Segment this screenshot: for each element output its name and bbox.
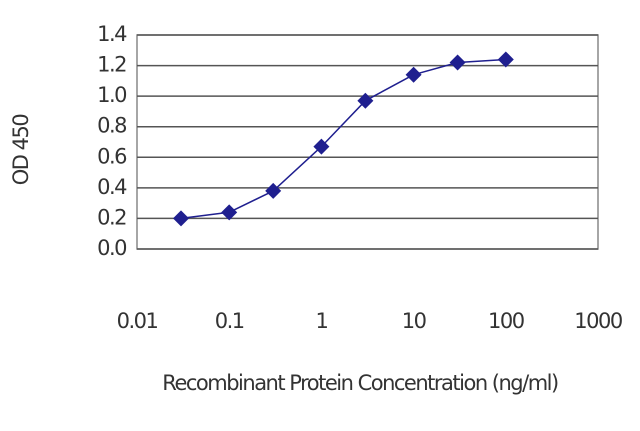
x-tick-label: 1000 xyxy=(574,309,622,333)
y-tick-label: 0.6 xyxy=(97,144,127,168)
series-line xyxy=(180,58,506,220)
y-axis-label: OD 450 xyxy=(9,115,33,186)
data-point xyxy=(357,92,374,109)
data-point xyxy=(497,51,514,68)
y-tick-label: 0.8 xyxy=(97,114,126,138)
data-point xyxy=(449,54,466,71)
data-point xyxy=(405,66,422,83)
data-point xyxy=(172,210,189,227)
y-tick-label: 0.4 xyxy=(97,175,127,199)
y-tick-label: 1.0 xyxy=(97,83,126,107)
x-tick-label: 0.01 xyxy=(117,309,158,333)
y-tick-label: 1.4 xyxy=(97,22,127,46)
y-tick-label: 0.2 xyxy=(97,205,126,229)
plot-area xyxy=(136,34,599,250)
x-tick-label: 100 xyxy=(488,309,524,333)
data-point xyxy=(221,204,238,221)
x-tick-label: 0.1 xyxy=(215,309,244,333)
y-tick-label: 1.2 xyxy=(97,53,126,77)
x-axis-label: Recombinant Protein Concentration (ng/ml… xyxy=(162,371,558,395)
x-tick-label: 10 xyxy=(402,309,426,333)
y-tick-label: 0.0 xyxy=(97,236,126,260)
data-point xyxy=(265,182,282,199)
x-tick-label: 1 xyxy=(315,309,327,333)
data-point xyxy=(313,138,330,155)
